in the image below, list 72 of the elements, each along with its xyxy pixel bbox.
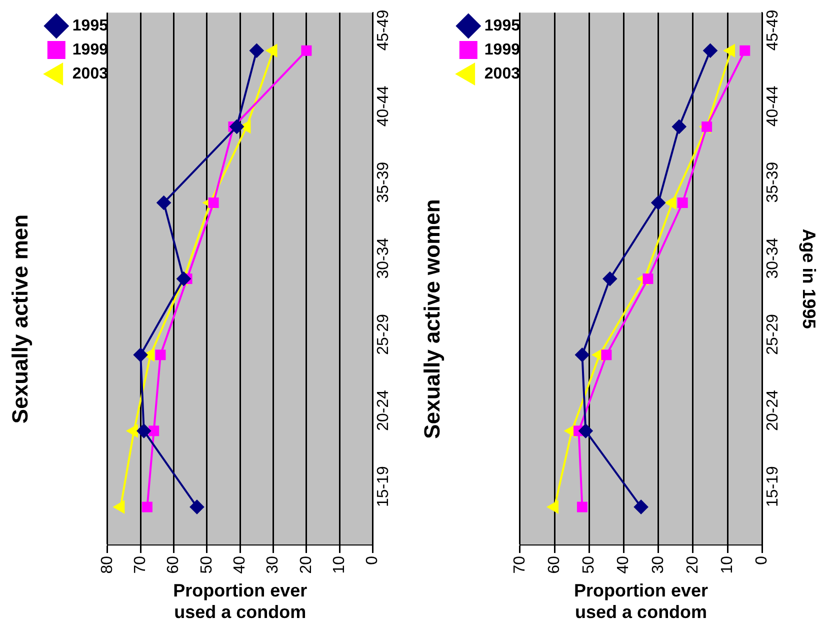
text: Sexually active men — [7, 214, 32, 424]
point — [634, 500, 648, 514]
point — [134, 348, 148, 362]
point — [301, 45, 312, 56]
point — [651, 196, 666, 210]
point — [602, 272, 617, 286]
point — [156, 196, 171, 210]
legend-label: 1995 — [484, 17, 520, 34]
y-tick-label: 15-19 — [375, 466, 392, 507]
y-tick-label: 35-39 — [375, 162, 392, 203]
x-tick-label: 40 — [615, 556, 632, 574]
legend-label: 1999 — [72, 41, 108, 58]
x-tick-label: 20 — [298, 556, 315, 574]
y-tick-label: 30-34 — [375, 238, 392, 279]
x-tick-label: 70 — [511, 556, 528, 574]
point — [672, 120, 686, 134]
x-tick-label: 20 — [684, 556, 702, 574]
x-tick-label: 60 — [546, 556, 563, 574]
point — [703, 44, 718, 58]
x-tick-label: 40 — [232, 556, 249, 574]
point — [136, 424, 151, 438]
y-tick-label: 25-29 — [764, 314, 782, 355]
point — [575, 348, 590, 362]
legend-label: 1999 — [484, 41, 520, 58]
x-axis-title: Proportion ever used a condom — [173, 580, 308, 622]
point — [208, 198, 219, 208]
point — [126, 424, 138, 438]
x-tick-label: 80 — [98, 556, 116, 574]
x-tick-label: 60 — [165, 556, 182, 574]
point — [665, 196, 676, 209]
y-tick-label: 30-34 — [764, 238, 782, 279]
y-axis-title: Age in 1995 — [799, 228, 820, 329]
y-tick-label: 20-24 — [375, 390, 392, 431]
x-tick-label: 0 — [364, 556, 382, 565]
point — [155, 350, 166, 360]
point — [230, 120, 244, 134]
point — [548, 500, 559, 514]
point — [677, 198, 688, 208]
x-tick-label: 30 — [650, 556, 667, 574]
x-tick-label: 30 — [264, 556, 282, 574]
y-tick-label: 20-24 — [764, 390, 782, 431]
point — [578, 424, 593, 438]
legend-label: 1995 — [72, 17, 108, 34]
point — [176, 272, 191, 286]
point — [190, 500, 204, 514]
point — [724, 44, 736, 57]
x-tick-label: 50 — [580, 556, 598, 574]
text: Sexually active women — [419, 199, 444, 439]
point — [142, 502, 152, 512]
y-tick-label: 40-44 — [764, 86, 782, 127]
y-tick-label: 40-44 — [375, 86, 392, 127]
point — [702, 121, 712, 132]
y-tick-label: 15-19 — [764, 466, 782, 507]
point — [266, 44, 278, 57]
point — [148, 426, 160, 436]
point — [250, 44, 264, 58]
point — [601, 350, 612, 360]
x-axis-title: Proportion ever used a condom — [574, 580, 708, 622]
y-tick-label: 45-49 — [764, 10, 782, 51]
x-tick-label: 50 — [198, 556, 216, 574]
x-tick-label: 10 — [331, 556, 348, 574]
point — [114, 500, 125, 514]
point — [740, 45, 750, 56]
y-tick-label: 35-39 — [764, 162, 782, 203]
x-tick-label: 10 — [718, 556, 736, 574]
y-tick-label: 25-29 — [375, 314, 392, 355]
legend-label: 2003 — [484, 65, 520, 82]
point — [576, 502, 588, 512]
x-tick-label: 70 — [132, 556, 149, 574]
legend-label: 2003 — [72, 65, 108, 82]
y-tick-label: 45-49 — [375, 10, 392, 51]
x-tick-label: 0 — [754, 556, 771, 565]
